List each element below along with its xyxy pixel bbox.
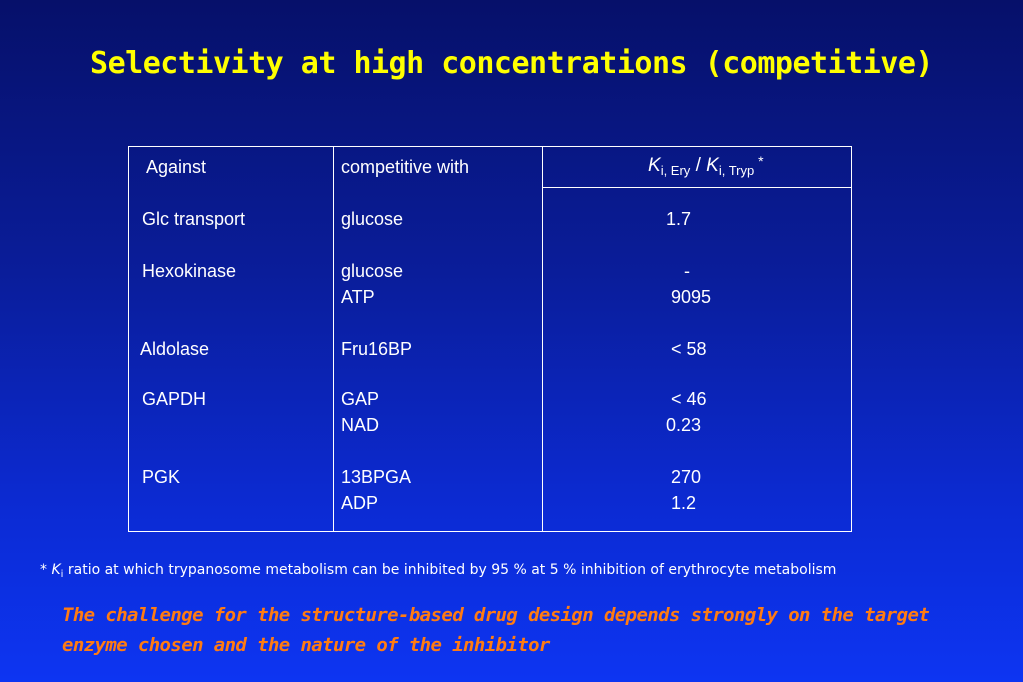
- header-competitive-with: competitive with: [341, 157, 470, 177]
- row-ratio: -: [684, 261, 690, 281]
- conclusion-text: The challenge for the structure-based dr…: [62, 604, 930, 656]
- row-ratio: 0.23: [666, 415, 702, 435]
- row-against: Glc transport: [142, 209, 246, 229]
- row-ratio: 9095: [671, 287, 712, 307]
- selectivity-table: [128, 146, 852, 532]
- row-against: GAPDH: [142, 389, 207, 409]
- row-ratio: 1.7: [666, 209, 692, 229]
- row-ratio: 270: [671, 467, 702, 487]
- row-ratio: < 58: [671, 339, 707, 359]
- row-ratio: 1.2: [671, 493, 697, 513]
- row-against: PGK: [142, 467, 181, 487]
- row-competitive-with: GAP: [341, 389, 380, 409]
- row-competitive-with: glucose: [341, 209, 404, 229]
- slide-title: Selectivity at high concentrations (comp…: [90, 46, 933, 81]
- header-against: Against: [146, 157, 207, 177]
- header-underline: [542, 187, 852, 188]
- row-against: Aldolase: [140, 339, 210, 359]
- row-competitive-with: Fru16BP: [341, 339, 413, 359]
- row-competitive-with: NAD: [341, 415, 380, 435]
- row-against: Hexokinase: [142, 261, 237, 281]
- row-competitive-with: ADP: [341, 493, 379, 513]
- footnote: * Ki ratio at which trypanosome metaboli…: [40, 562, 837, 580]
- row-ratio: < 46: [671, 389, 707, 409]
- column-divider-1: [333, 146, 334, 532]
- column-divider-2: [542, 146, 543, 532]
- header-ki-ratio: Ki, Ery / Ki, Tryp *: [648, 153, 764, 178]
- row-competitive-with: 13BPGA: [341, 467, 412, 487]
- row-competitive-with: ATP: [341, 287, 375, 307]
- row-competitive-with: glucose: [341, 261, 404, 281]
